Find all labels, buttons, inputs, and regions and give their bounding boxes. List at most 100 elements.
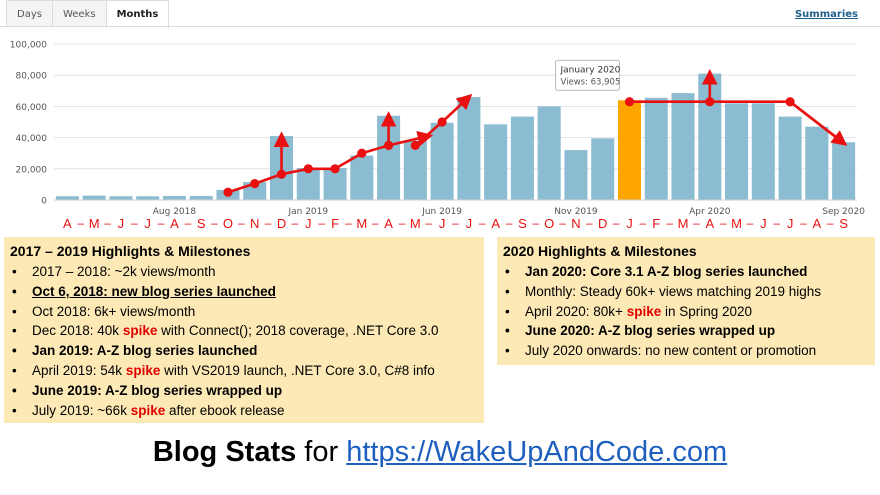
trend-point [330, 164, 340, 174]
month-dash: – [827, 216, 834, 229]
month-dash: – [452, 216, 459, 229]
highlights-2020-title: 2020 Highlights & Milestones [503, 243, 697, 259]
month-letter: A [384, 216, 393, 229]
month-letter: J [118, 216, 125, 229]
milestone-item: June 2019: A-Z blog series wrapped up [10, 381, 484, 401]
month-letter: S [839, 216, 848, 229]
bar [55, 196, 79, 200]
month-dash: – [773, 216, 780, 229]
month-dash: – [506, 216, 513, 229]
month-letter: M [731, 216, 742, 229]
x-tick-label: Sep 2020 [822, 207, 865, 217]
month-dash: – [372, 216, 379, 229]
y-tick-label: 60,000 [16, 103, 48, 113]
month-dash: – [131, 216, 138, 229]
y-tick-label: 100,000 [10, 41, 47, 51]
month-dash: – [479, 216, 486, 229]
month-dash: – [800, 216, 807, 229]
month-dash: – [158, 216, 165, 229]
month-dash: – [693, 216, 700, 229]
site-link[interactable]: https://WakeUpAndCode.com [346, 436, 728, 468]
month-letter: J [626, 216, 633, 229]
bar [564, 150, 588, 200]
tab-weeks[interactable]: Weeks [51, 0, 107, 27]
bar [82, 195, 106, 200]
month-letter: S [197, 216, 206, 229]
month-dash: – [211, 216, 218, 229]
trend-point [303, 164, 313, 174]
month-letter: S [518, 216, 527, 229]
highlights-2017-2019-title: 2017 – 2019 Highlights & Milestones [10, 243, 251, 259]
bar [617, 100, 641, 200]
y-tick-label: 20,000 [16, 165, 48, 175]
month-dash: – [640, 216, 647, 229]
y-tick-label: 0 [41, 197, 47, 207]
bar [323, 168, 347, 200]
month-letter: D [277, 216, 286, 229]
tooltip-box [554, 59, 620, 91]
footer-for: for [296, 436, 347, 468]
bar [698, 73, 722, 200]
milestone-item: Monthly: Steady 60k+ views matching 2019… [503, 282, 875, 302]
bar [484, 124, 508, 200]
milestone-item: April 2020: 80k+ spike in Spring 2020 [503, 302, 875, 322]
view-tabs: Days Weeks Months [6, 0, 170, 28]
month-dash: – [104, 216, 111, 229]
milestone-item: Oct 2018: 6k+ views/month [10, 302, 484, 322]
y-tick-label: 40,000 [16, 134, 48, 144]
bar [805, 126, 829, 200]
x-tick-label: Jan 2019 [287, 207, 328, 217]
views-bar-chart: 0 20,000 40,000 60,000 80,000 100,000 Aug 2018… [10, 41, 865, 230]
milestone-item: Jan 2019: A-Z blog series launched [10, 341, 484, 361]
tooltip-title: January 2020 [559, 65, 620, 75]
bar [751, 103, 775, 200]
milestone-item: 2017 – 2018: ~2k views/month [10, 262, 484, 282]
tab-divider [0, 26, 880, 27]
trend-point [410, 140, 420, 150]
bar [296, 168, 320, 200]
bar [350, 155, 374, 200]
trend-segment [227, 182, 256, 194]
month-letter: J [439, 216, 446, 229]
trend-point [624, 97, 635, 107]
month-letter: M [410, 216, 421, 229]
bar [510, 116, 534, 200]
summaries-link[interactable]: Summaries [794, 9, 858, 20]
milestone-item: Dec 2018: 40k spike with Connect(); 2018… [10, 321, 484, 341]
y-tick-label: 80,000 [16, 72, 48, 82]
x-tick-label: Jun 2019 [421, 207, 462, 217]
trend-segment [441, 93, 473, 123]
trend-point [357, 148, 367, 158]
bar [109, 196, 133, 200]
bar [725, 103, 749, 200]
milestone-item: April 2019: 54k spike with VS2019 launch… [10, 361, 484, 381]
tooltip-text: Views: 63,905 [560, 77, 620, 87]
x-tick-label: Nov 2019 [554, 207, 598, 217]
bar [457, 97, 481, 200]
x-tick-label: Aug 2018 [153, 207, 197, 217]
trend-segment [254, 173, 282, 185]
month-letter: M [678, 216, 689, 229]
month-letter: J [144, 216, 151, 229]
month-dash: – [345, 216, 352, 229]
month-letter: J [760, 216, 767, 229]
month-letter: A [491, 216, 500, 229]
month-dash: – [613, 216, 620, 229]
month-letter: F [331, 216, 339, 229]
trend-point [785, 97, 795, 107]
month-letter: A [63, 216, 72, 229]
bar [162, 195, 186, 200]
month-letter: N [250, 216, 259, 229]
highlights-2017-2019-list: 2017 – 2018: ~2k views/month Oct 6, 2018… [10, 262, 484, 420]
month-letter: J [305, 216, 312, 229]
month-letter: A [705, 216, 714, 229]
milestone-item: July 2019: ~66k spike after ebook releas… [10, 401, 484, 421]
trend-point [250, 179, 260, 189]
month-letter: D [598, 216, 607, 229]
month-letter: O [544, 216, 554, 229]
milestone-item: Oct 6, 2018: new blog series launched [10, 282, 484, 302]
bar [644, 97, 668, 200]
tab-days[interactable]: Days [6, 0, 53, 27]
trend-segment [414, 121, 443, 147]
tab-months[interactable]: Months [105, 0, 170, 28]
